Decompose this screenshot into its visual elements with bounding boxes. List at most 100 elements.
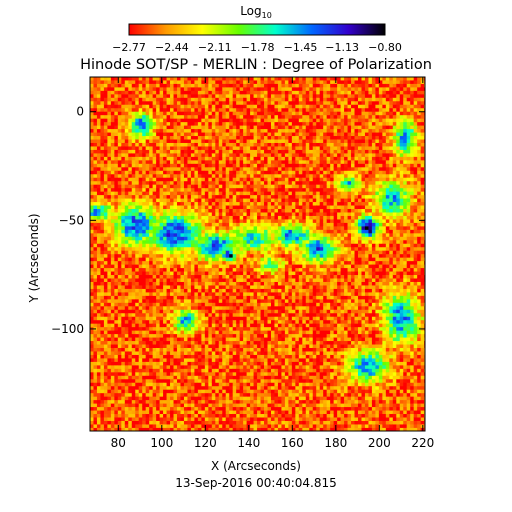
heatmap-cell bbox=[229, 323, 234, 328]
heatmap-cell bbox=[114, 107, 119, 112]
heatmap-cell bbox=[204, 142, 209, 147]
heatmap-cell bbox=[215, 187, 220, 192]
heatmap-cell bbox=[201, 410, 206, 415]
heatmap-cell bbox=[124, 246, 129, 251]
heatmap-cell bbox=[90, 392, 94, 397]
heatmap-cell bbox=[121, 340, 126, 345]
heatmap-cell bbox=[114, 215, 119, 220]
heatmap-cell bbox=[197, 149, 202, 154]
heatmap-cell bbox=[243, 156, 248, 161]
heatmap-cell bbox=[103, 361, 108, 366]
heatmap-cell bbox=[177, 173, 181, 178]
heatmap-cell bbox=[170, 403, 174, 408]
heatmap-cell bbox=[250, 396, 254, 401]
heatmap-cell bbox=[163, 347, 167, 352]
heatmap-cell bbox=[131, 410, 136, 415]
heatmap-cell bbox=[197, 194, 202, 199]
heatmap-cell bbox=[138, 351, 143, 355]
heatmap-cell bbox=[163, 340, 167, 345]
heatmap-cell bbox=[197, 236, 202, 241]
heatmap-cell bbox=[232, 219, 237, 223]
heatmap-cell bbox=[131, 125, 136, 130]
heatmap-cell bbox=[204, 118, 209, 123]
heatmap-cell bbox=[177, 392, 181, 397]
heatmap-cell bbox=[201, 260, 206, 265]
heatmap-cell bbox=[253, 305, 258, 310]
heatmap-cell bbox=[190, 427, 195, 431]
heatmap-cell bbox=[250, 180, 254, 185]
heatmap-cell bbox=[246, 323, 251, 328]
heatmap-cell bbox=[201, 285, 206, 289]
heatmap-cell bbox=[142, 410, 147, 415]
heatmap-cell bbox=[194, 278, 199, 282]
heatmap-cell bbox=[243, 361, 248, 366]
heatmap-cell bbox=[194, 208, 199, 213]
heatmap-cell bbox=[114, 187, 119, 192]
heatmap-cell bbox=[173, 354, 178, 359]
heatmap-cell bbox=[163, 198, 167, 203]
heatmap-cell bbox=[239, 260, 244, 265]
heatmap-cell bbox=[93, 198, 98, 203]
heatmap-cell bbox=[163, 330, 167, 335]
heatmap-cell bbox=[208, 93, 213, 98]
heatmap-cell bbox=[131, 399, 136, 404]
heatmap-cell bbox=[257, 424, 261, 428]
heatmap-cell bbox=[246, 347, 251, 352]
heatmap-cell bbox=[225, 100, 230, 105]
heatmap-cell bbox=[96, 399, 101, 404]
heatmap-cell bbox=[229, 156, 234, 161]
heatmap-cell bbox=[208, 253, 213, 258]
heatmap-cell bbox=[204, 198, 209, 203]
heatmap-cell bbox=[250, 114, 254, 119]
heatmap-cell bbox=[246, 107, 251, 112]
heatmap-cell bbox=[103, 302, 108, 307]
heatmap-cell bbox=[114, 173, 119, 178]
heatmap-cell bbox=[183, 382, 188, 387]
heatmap-cell bbox=[197, 118, 202, 123]
heatmap-cell bbox=[107, 239, 112, 244]
heatmap-cell bbox=[177, 191, 181, 196]
heatmap-cell bbox=[253, 410, 258, 415]
heatmap-cell bbox=[229, 264, 234, 269]
heatmap-cell bbox=[239, 232, 244, 237]
heatmap-cell bbox=[152, 340, 157, 345]
heatmap-cell bbox=[201, 139, 206, 143]
heatmap-cell bbox=[236, 198, 241, 203]
heatmap-cell bbox=[117, 156, 122, 161]
heatmap-cell bbox=[225, 337, 230, 342]
heatmap-cell bbox=[187, 389, 192, 394]
heatmap-cell bbox=[190, 93, 195, 98]
heatmap-cell bbox=[177, 205, 181, 209]
heatmap-cell bbox=[93, 121, 98, 126]
heatmap-cell bbox=[96, 410, 101, 415]
heatmap-cell bbox=[208, 309, 213, 314]
heatmap-cell bbox=[96, 253, 101, 258]
heatmap-cell bbox=[131, 274, 136, 279]
heatmap-cell bbox=[131, 173, 136, 178]
heatmap-cell bbox=[232, 351, 237, 355]
heatmap-cell bbox=[135, 330, 140, 335]
heatmap-cell bbox=[173, 219, 178, 223]
heatmap-cell bbox=[229, 392, 234, 397]
heatmap-cell bbox=[257, 410, 261, 415]
heatmap-cell bbox=[96, 250, 101, 255]
heatmap-cell bbox=[163, 90, 167, 95]
heatmap-cell bbox=[163, 86, 167, 91]
heatmap-cell bbox=[100, 125, 105, 130]
heatmap-cell bbox=[96, 114, 101, 119]
heatmap-cell bbox=[107, 77, 112, 81]
heatmap-cell bbox=[218, 77, 223, 81]
heatmap-cell bbox=[142, 97, 147, 102]
heatmap-cell bbox=[201, 77, 206, 81]
heatmap-cell bbox=[135, 187, 140, 192]
heatmap-cell bbox=[177, 285, 181, 289]
heatmap-cell bbox=[187, 278, 192, 282]
heatmap-cell bbox=[208, 410, 213, 415]
heatmap-cell bbox=[166, 77, 171, 81]
heatmap-cell bbox=[117, 177, 122, 182]
heatmap-cell bbox=[138, 344, 143, 348]
heatmap-cell bbox=[208, 163, 213, 168]
heatmap-cell bbox=[156, 212, 161, 216]
heatmap-cell bbox=[110, 427, 115, 431]
heatmap-cell bbox=[173, 399, 178, 404]
